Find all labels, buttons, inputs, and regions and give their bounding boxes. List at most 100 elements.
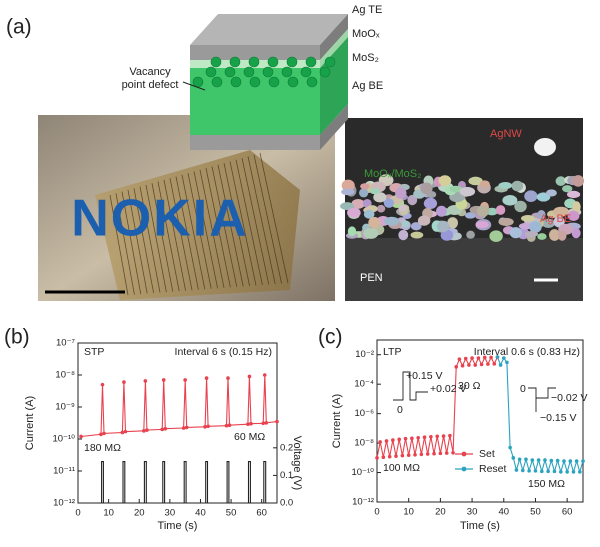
grid-wire — [133, 188, 154, 294]
y2-axis-label: Voltage (V) — [291, 436, 303, 490]
point — [416, 435, 421, 440]
point — [451, 450, 455, 455]
y-axis-label: Current (A) — [331, 394, 343, 448]
layer-label: MoS₂ — [352, 52, 379, 64]
grid-wire — [253, 154, 282, 284]
y-tick-label: 10⁻⁶ — [355, 408, 375, 419]
grain — [562, 185, 573, 193]
point — [123, 429, 128, 434]
grid-wire — [187, 173, 212, 289]
x-tick-label: 30 — [467, 507, 478, 518]
sem-grains — [340, 174, 585, 242]
annotation: +0.15 V — [406, 370, 443, 382]
annotation: 0 — [520, 383, 526, 395]
grain — [541, 218, 555, 229]
point — [476, 356, 481, 360]
grain — [518, 222, 533, 230]
y-tick-label: 10⁻⁸ — [55, 370, 75, 381]
point — [163, 426, 168, 431]
point — [99, 432, 103, 437]
series-line — [496, 356, 584, 474]
point — [517, 457, 522, 462]
annotation: Interval 6 s (0.15 Hz) — [175, 346, 272, 358]
point — [486, 362, 490, 366]
grain — [417, 215, 431, 226]
point — [540, 469, 544, 474]
grain — [514, 200, 527, 213]
grain — [400, 220, 410, 227]
grain — [466, 230, 475, 239]
point — [403, 436, 408, 441]
grain — [546, 189, 557, 197]
point — [102, 431, 106, 436]
grain — [351, 198, 365, 209]
grain — [440, 229, 454, 241]
photo-logo: NOKIA — [71, 190, 249, 248]
point — [204, 376, 209, 380]
annotation: 100 MΩ — [383, 462, 420, 474]
grain — [502, 195, 518, 206]
defect — [243, 66, 255, 78]
point — [422, 435, 427, 440]
point — [387, 454, 392, 459]
point — [527, 469, 531, 473]
grain — [572, 175, 585, 187]
point — [444, 451, 449, 455]
layer-ag-te-side — [320, 14, 348, 60]
y-tick-label: 10⁻¹⁰ — [52, 434, 75, 445]
defect — [230, 76, 242, 88]
point — [142, 429, 146, 433]
layer-ag-be-side — [320, 104, 348, 150]
point — [438, 451, 443, 456]
grain — [571, 227, 581, 239]
grain — [347, 226, 357, 237]
point — [432, 451, 436, 456]
grid-wire — [223, 162, 250, 286]
annotation: STP — [84, 346, 104, 358]
defect — [319, 66, 331, 78]
grain — [410, 222, 422, 231]
point — [249, 421, 253, 426]
point — [206, 424, 210, 429]
point — [413, 453, 417, 457]
annotation: LTP — [383, 346, 401, 358]
grain — [395, 187, 407, 199]
grain — [423, 197, 438, 210]
layer-ag-be — [190, 135, 320, 150]
annotation: −0.15 V — [540, 412, 577, 424]
point — [246, 422, 250, 427]
x-axis-label: Time (s) — [460, 520, 500, 532]
grid-wire — [229, 161, 257, 286]
layer-ag-te — [190, 45, 320, 60]
point — [578, 470, 582, 474]
sem-image: AgNW MoOₓ/MoS₂ Ag BE PEN — [340, 118, 585, 301]
y-tick-label: 10⁻¹² — [53, 498, 75, 509]
annotation: −0.02 V — [551, 392, 588, 404]
panel-label: (b) — [4, 326, 30, 349]
grid-wire — [163, 179, 186, 291]
electrode-grid — [109, 152, 289, 296]
grid-wire — [157, 181, 180, 292]
y-tick-label: 10⁻⁸ — [354, 438, 374, 449]
point — [394, 454, 398, 458]
point — [467, 363, 471, 367]
sem-label: MoOₓ/MoS₂ — [364, 168, 421, 180]
legend-label: Reset — [479, 463, 507, 475]
grain — [383, 198, 395, 208]
point — [533, 469, 538, 473]
point — [224, 423, 229, 428]
point — [435, 434, 440, 439]
annotation: 180 MΩ — [84, 442, 121, 454]
grain — [521, 215, 535, 222]
grain — [347, 207, 361, 218]
grain — [524, 231, 539, 238]
y-tick-label: 10⁻⁷ — [56, 338, 76, 349]
grid-wire — [205, 168, 231, 288]
grain — [511, 180, 524, 192]
point — [247, 374, 252, 379]
grain — [420, 182, 433, 195]
annotation: Interval 0.6 s (0.83 Hz) — [474, 346, 580, 358]
grain — [553, 206, 570, 217]
grain — [498, 217, 514, 226]
y2-tick-label: 0.0 — [280, 498, 293, 509]
